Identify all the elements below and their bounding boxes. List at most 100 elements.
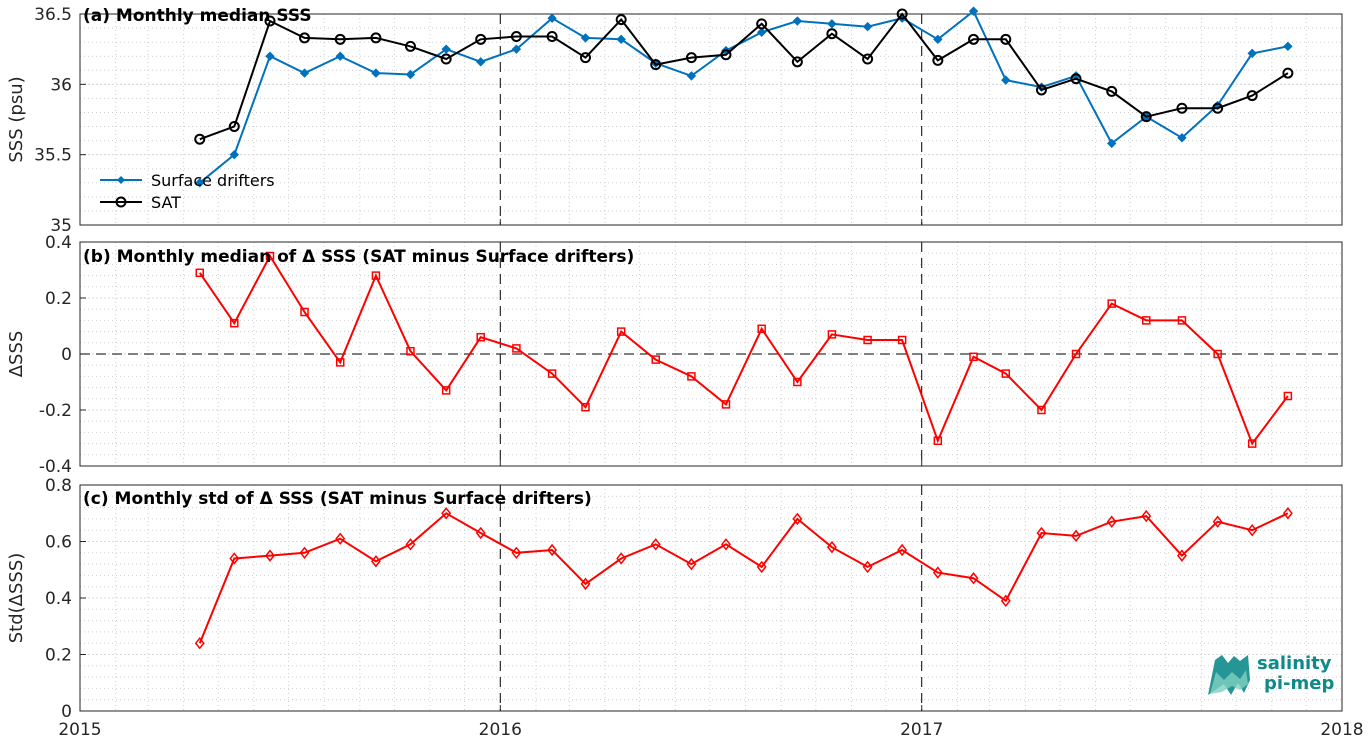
data-point-diamond <box>511 44 522 54</box>
data-point-diamond <box>1001 75 1011 85</box>
data-point-diamond <box>1106 515 1117 528</box>
data-point-circle <box>440 53 452 65</box>
series-line-a-1 <box>199 12 1289 141</box>
legend-sat-label: SAT <box>151 193 181 212</box>
data-point-square <box>476 332 485 342</box>
data-point-diamond <box>265 51 275 61</box>
data-point-diamond <box>827 19 837 29</box>
data-point-square <box>512 344 521 353</box>
panel-title-c: (c) Monthly std of Δ SSS (SAT minus Surf… <box>83 489 592 509</box>
data-point-diamond <box>862 21 873 32</box>
data-point-diamond <box>580 33 591 43</box>
data-point-diamond <box>968 6 979 16</box>
y-axis-label-b: ΔSSS <box>6 331 27 378</box>
data-point-square <box>969 352 978 362</box>
y-tick-label-b: -0.4 <box>39 457 72 477</box>
data-point-circle <box>720 49 732 61</box>
data-point-diamond <box>371 68 381 78</box>
data-point-circle <box>932 54 944 66</box>
data-point-circle <box>475 33 487 45</box>
data-point-circle <box>404 40 416 52</box>
axes-frame-c <box>79 484 1343 712</box>
y-tick-label-c: 0.8 <box>45 476 72 496</box>
data-point-square <box>371 271 381 280</box>
data-point-circle <box>1106 85 1118 97</box>
data-point-square <box>897 335 907 345</box>
panel-c-std-delta-sss: 0 0.2 0.4 0.6 0.8 (c) Monthly std of Δ SSS (S… <box>6 476 1343 722</box>
data-point-diamond <box>968 572 979 585</box>
data-point-circle <box>756 18 768 30</box>
y-tick-label-b: 0 <box>61 345 72 365</box>
data-point-diamond <box>1141 509 1152 523</box>
data-point-diamond <box>475 526 486 540</box>
data-point-square <box>827 330 837 339</box>
legend: Surface drifters SAT <box>100 171 275 212</box>
data-point-diamond <box>1036 526 1047 540</box>
data-point-circle <box>1246 90 1258 102</box>
data-point-diamond <box>897 543 908 557</box>
data-point-diamond <box>580 577 591 591</box>
y-axis-label-a: SSS (psu) <box>6 76 27 162</box>
data-point-circle <box>685 52 697 64</box>
y-tick-label-a: 35 <box>50 216 72 236</box>
data-point-square <box>195 268 205 278</box>
data-point-diamond <box>1247 523 1258 537</box>
data-point-circle <box>1140 111 1152 123</box>
data-point-diamond <box>932 566 943 579</box>
data-point-diamond <box>862 560 873 574</box>
data-point-square <box>1213 349 1222 359</box>
y-axis-label-c: Std(ΔSSS) <box>6 553 27 644</box>
data-point-diamond <box>756 560 767 574</box>
data-point-diamond <box>721 538 731 551</box>
y-tick-label-a: 36 <box>50 75 72 95</box>
y-tick-label-c: 0.4 <box>45 589 72 609</box>
data-point-circle <box>791 56 803 68</box>
data-point-square <box>1037 405 1046 415</box>
data-point-square <box>1177 316 1187 325</box>
data-point-diamond <box>650 538 661 551</box>
data-point-circle <box>299 32 311 44</box>
data-point-square <box>1283 391 1293 401</box>
axes-frame-b <box>79 241 1343 467</box>
data-point-circle <box>650 59 662 71</box>
salinity-pi-mep-logo: salinity pi-mep <box>1208 653 1334 695</box>
data-point-circle <box>579 52 591 64</box>
data-point-circle <box>334 33 346 45</box>
data-point-diamond <box>370 555 381 568</box>
data-point-square <box>1107 299 1116 308</box>
legend-drifters-marker <box>117 176 125 184</box>
data-point-diamond <box>265 549 275 562</box>
data-point-square <box>1247 439 1257 448</box>
data-point-circle <box>546 31 558 43</box>
data-point-square <box>300 307 309 317</box>
series-line-a-0 <box>199 9 1289 184</box>
x-tick-label: 2018 <box>1320 720 1363 738</box>
data-point-circle <box>228 121 240 133</box>
legend-drifters-label: Surface drifters <box>151 171 275 190</box>
data-point-diamond <box>229 552 240 565</box>
data-point-diamond <box>441 44 451 54</box>
data-point-square <box>335 358 345 367</box>
y-tick-label-c: 0.6 <box>45 533 72 553</box>
data-point-diamond <box>1071 529 1081 543</box>
data-point-diamond <box>229 149 240 160</box>
data-point-diamond <box>826 540 837 554</box>
series-line-b-0 <box>198 253 1289 446</box>
x-axis-tick-labels: 2015 2016 2017 2018 <box>58 720 1363 738</box>
y-tick-label-b: 0.4 <box>45 233 72 253</box>
data-point-diamond <box>405 69 416 80</box>
x-tick-label: 2015 <box>58 720 101 738</box>
data-point-square <box>441 386 451 395</box>
data-point-diamond <box>933 34 943 45</box>
data-point-diamond <box>194 636 205 650</box>
data-point-diamond <box>441 507 452 520</box>
data-point-diamond <box>476 57 486 67</box>
panel-b-delta-sss: -0.4 -0.2 0 0.2 0.4 (b) Monthly median of Δ S… <box>6 233 1343 477</box>
data-point-circle <box>1282 67 1294 79</box>
data-point-circle <box>264 15 276 27</box>
panel-title-a: (a) Monthly median SSS <box>83 6 312 26</box>
data-point-diamond <box>1176 549 1187 562</box>
data-point-diamond <box>1107 138 1117 149</box>
data-point-circle <box>194 133 206 145</box>
